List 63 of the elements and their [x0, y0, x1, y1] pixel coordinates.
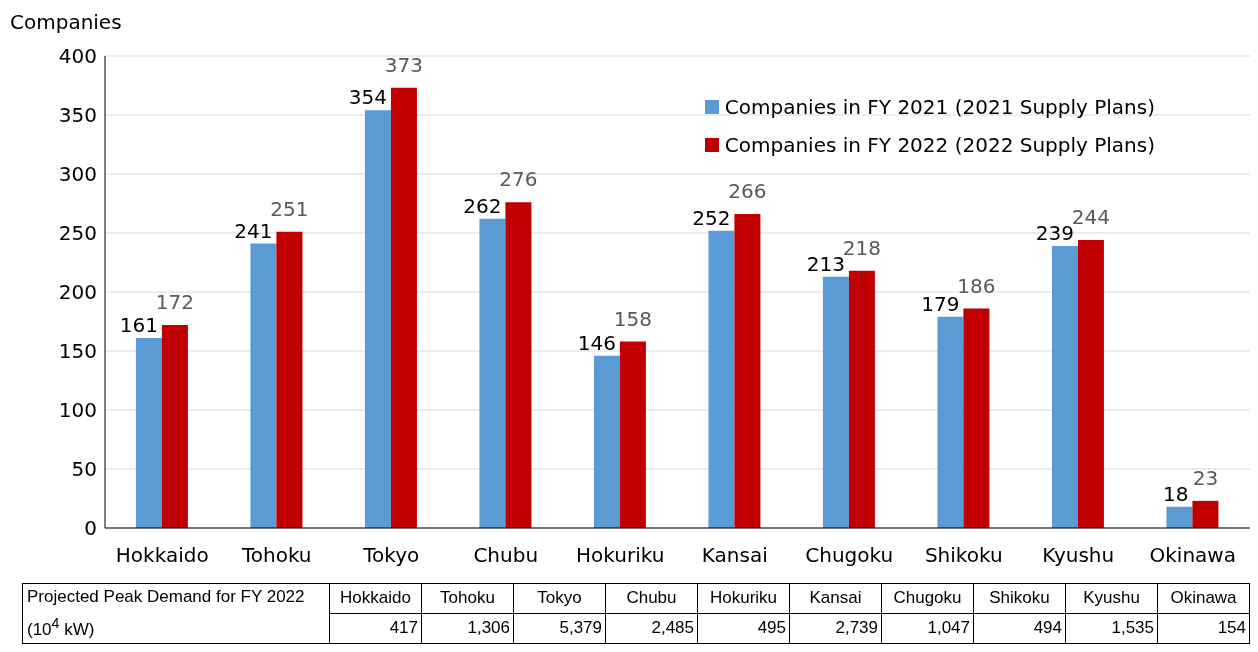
data-label: 218 [842, 235, 882, 260]
y-tick-label: 350 [58, 103, 97, 128]
text: 495 [697, 613, 790, 644]
data-label: 262 [463, 193, 502, 218]
x-tick-label: Hokkaido [115, 543, 209, 568]
data-label: 239 [1035, 220, 1074, 245]
data-label: 244 [1071, 205, 1111, 230]
text: 154 [1157, 613, 1250, 644]
category-label: Tohoku [440, 588, 495, 608]
category-label: Kansai [809, 588, 862, 608]
legend-label: Companies in FY 2022 (2022 Supply Plans) [724, 132, 1155, 159]
text: 5,379 [513, 613, 606, 644]
category-label: Hokuriku [709, 588, 778, 608]
y-tick-label: 400 [58, 44, 97, 69]
category-label: Hokkaido [340, 588, 411, 608]
x-tick-label: Okinawa [1149, 543, 1236, 568]
y-tick-label: 150 [58, 339, 97, 364]
text: 2,485 [605, 613, 698, 644]
category-label: Kyushu [1083, 588, 1140, 608]
y-tick-label: 250 [58, 221, 97, 246]
data-label: 241 [234, 218, 273, 243]
data-label: 373 [384, 52, 424, 77]
data-label: 18 [1162, 481, 1189, 506]
y-axis-title: Companies [10, 10, 122, 34]
x-tick-label: Hokuriku [576, 543, 665, 568]
data-label: 172 [155, 290, 195, 315]
data-label: 158 [613, 306, 653, 331]
category-label: Chugoku [893, 588, 962, 608]
y-tick-label: 200 [58, 280, 97, 305]
data-label: 266 [728, 179, 767, 204]
x-tick-label: Tokyo [362, 543, 420, 568]
data-label: 179 [921, 291, 960, 316]
data-label: 251 [270, 196, 309, 221]
y-tick-label: 300 [58, 162, 97, 187]
text: 1,047 [881, 613, 974, 644]
x-tick-label: Kansai [701, 543, 768, 568]
category-label: Tokyo [537, 588, 582, 608]
data-label: 161 [119, 313, 158, 338]
text: 1,535 [1065, 613, 1158, 644]
text: 2,739 [789, 613, 882, 644]
data-label: 213 [806, 251, 845, 276]
x-tick-label: Shikoku [924, 543, 1003, 568]
data-label: 186 [957, 273, 996, 298]
x-tick-label: Chubu [473, 543, 539, 568]
y-tick-label: 0 [84, 516, 97, 541]
data-label: 276 [499, 167, 538, 192]
text: 417 [329, 613, 422, 644]
data-label: 252 [692, 205, 731, 230]
x-tick-label: Tohoku [240, 543, 312, 568]
text: 494 [973, 613, 1066, 644]
x-tick-label: Chugoku [805, 543, 894, 568]
data-label: 146 [577, 330, 616, 355]
y-tick-label: 50 [71, 457, 97, 482]
x-tick-label: Kyushu [1042, 543, 1115, 568]
data-label: 354 [348, 85, 387, 110]
text: Projected Peak Demand for FY 2022 (10$^{4}$ kW) [22, 583, 330, 644]
y-tick-label: 100 [58, 398, 97, 423]
legend-label: Companies in FY 2021 (2021 Supply Plans) [724, 94, 1155, 121]
category-label: Shikoku [989, 588, 1050, 608]
text: 1,306 [421, 613, 514, 644]
data-label: 23 [1192, 465, 1219, 490]
category-label: Okinawa [1170, 588, 1237, 608]
category-label: Chubu [626, 588, 677, 608]
